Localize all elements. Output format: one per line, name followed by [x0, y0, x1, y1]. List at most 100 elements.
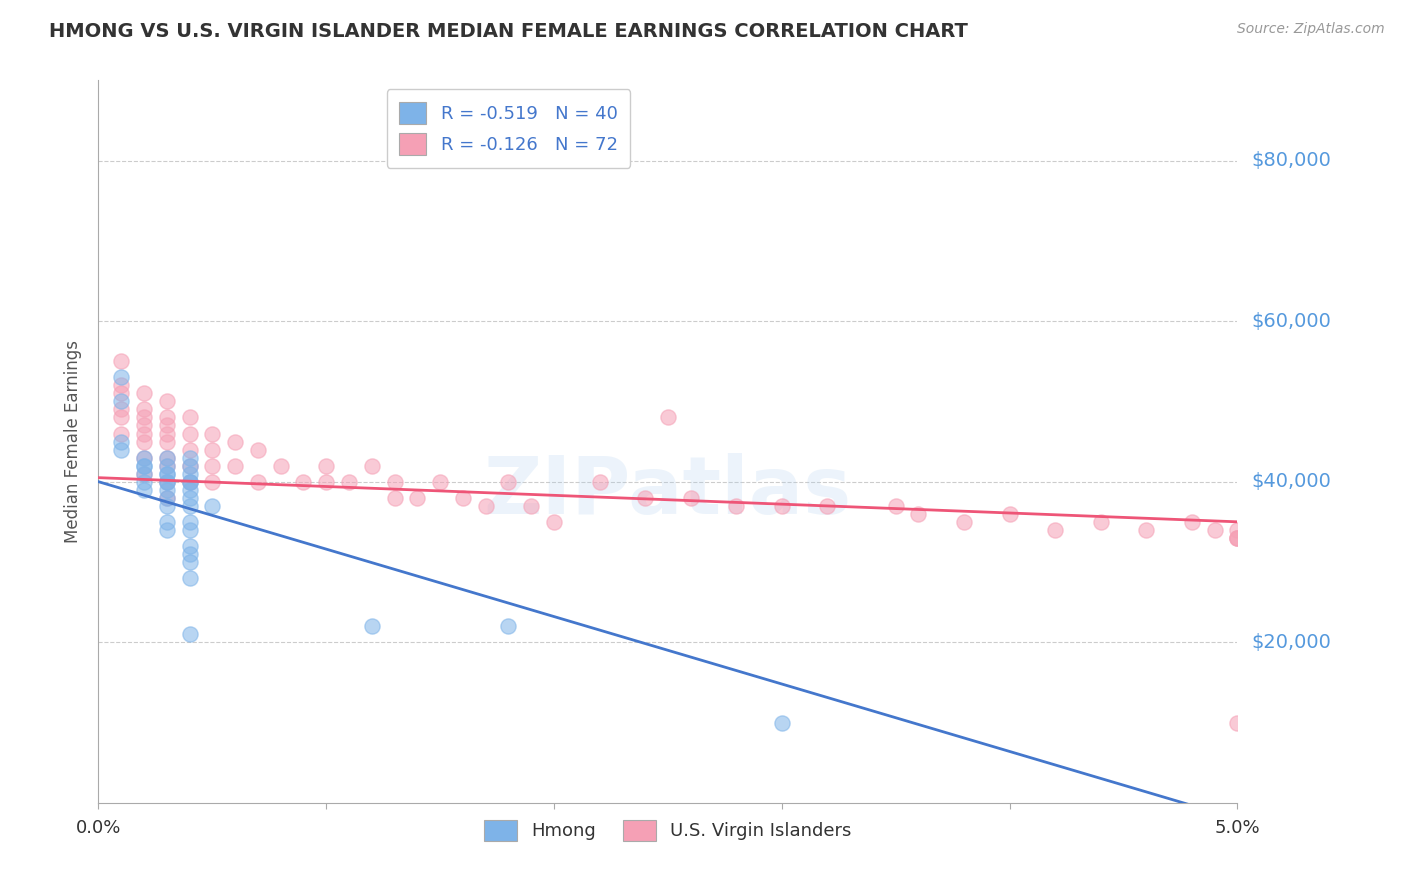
- Point: [1090, 515, 1112, 529]
- Point: [224, 434, 246, 449]
- Point: [1135, 523, 1157, 537]
- Point: [179, 555, 201, 569]
- Point: [179, 483, 201, 497]
- Point: [110, 354, 132, 368]
- Point: [110, 402, 132, 417]
- Point: [907, 507, 929, 521]
- Point: [246, 442, 269, 457]
- Point: [179, 475, 201, 489]
- Point: [179, 442, 201, 457]
- Point: [498, 475, 520, 489]
- Point: [132, 426, 155, 441]
- Point: [953, 515, 976, 529]
- Text: ZIPatlas: ZIPatlas: [484, 453, 852, 531]
- Point: [1226, 715, 1249, 730]
- Point: [110, 434, 132, 449]
- Point: [1226, 531, 1249, 545]
- Point: [156, 475, 179, 489]
- Point: [132, 410, 155, 425]
- Point: [156, 410, 179, 425]
- Point: [156, 515, 179, 529]
- Point: [337, 475, 360, 489]
- Point: [657, 410, 679, 425]
- Point: [132, 434, 155, 449]
- Point: [179, 475, 201, 489]
- Point: [132, 475, 155, 489]
- Point: [179, 491, 201, 505]
- Point: [246, 475, 269, 489]
- Point: [156, 450, 179, 465]
- Y-axis label: Median Female Earnings: Median Female Earnings: [65, 340, 83, 543]
- Point: [156, 450, 179, 465]
- Point: [156, 475, 179, 489]
- Point: [520, 499, 543, 513]
- Point: [110, 442, 132, 457]
- Point: [1226, 531, 1249, 545]
- Point: [179, 467, 201, 481]
- Point: [451, 491, 474, 505]
- Point: [884, 499, 907, 513]
- Point: [156, 394, 179, 409]
- Point: [110, 394, 132, 409]
- Point: [179, 458, 201, 473]
- Point: [634, 491, 657, 505]
- Point: [179, 458, 201, 473]
- Point: [1204, 523, 1226, 537]
- Point: [498, 619, 520, 633]
- Point: [179, 450, 201, 465]
- Point: [1226, 523, 1249, 537]
- Point: [315, 458, 337, 473]
- Point: [474, 499, 496, 513]
- Point: [132, 467, 155, 481]
- Point: [132, 450, 155, 465]
- Text: HMONG VS U.S. VIRGIN ISLANDER MEDIAN FEMALE EARNINGS CORRELATION CHART: HMONG VS U.S. VIRGIN ISLANDER MEDIAN FEM…: [49, 22, 969, 41]
- Point: [132, 386, 155, 401]
- Text: $40,000: $40,000: [1251, 472, 1331, 491]
- Point: [429, 475, 451, 489]
- Point: [1226, 531, 1249, 545]
- Point: [360, 458, 382, 473]
- Point: [156, 483, 179, 497]
- Point: [384, 475, 406, 489]
- Text: 5.0%: 5.0%: [1215, 820, 1260, 838]
- Point: [224, 458, 246, 473]
- Point: [770, 715, 793, 730]
- Point: [156, 458, 179, 473]
- Text: 0.0%: 0.0%: [76, 820, 121, 838]
- Point: [179, 475, 201, 489]
- Point: [679, 491, 702, 505]
- Point: [179, 539, 201, 553]
- Text: Source: ZipAtlas.com: Source: ZipAtlas.com: [1237, 22, 1385, 37]
- Point: [179, 426, 201, 441]
- Point: [156, 467, 179, 481]
- Point: [1181, 515, 1204, 529]
- Point: [132, 467, 155, 481]
- Point: [201, 426, 224, 441]
- Point: [179, 571, 201, 585]
- Text: $80,000: $80,000: [1251, 151, 1331, 170]
- Text: $20,000: $20,000: [1251, 632, 1331, 652]
- Point: [110, 370, 132, 384]
- Point: [110, 410, 132, 425]
- Point: [815, 499, 838, 513]
- Legend: Hmong, U.S. Virgin Islanders: Hmong, U.S. Virgin Islanders: [477, 813, 859, 848]
- Point: [156, 418, 179, 433]
- Point: [156, 491, 179, 505]
- Point: [725, 499, 748, 513]
- Point: [201, 442, 224, 457]
- Point: [132, 450, 155, 465]
- Point: [201, 499, 224, 513]
- Point: [156, 434, 179, 449]
- Point: [156, 458, 179, 473]
- Point: [132, 418, 155, 433]
- Point: [998, 507, 1021, 521]
- Text: $60,000: $60,000: [1251, 311, 1331, 331]
- Point: [543, 515, 565, 529]
- Point: [770, 499, 793, 513]
- Point: [156, 475, 179, 489]
- Point: [406, 491, 429, 505]
- Point: [179, 627, 201, 641]
- Point: [1043, 523, 1066, 537]
- Point: [179, 499, 201, 513]
- Point: [360, 619, 382, 633]
